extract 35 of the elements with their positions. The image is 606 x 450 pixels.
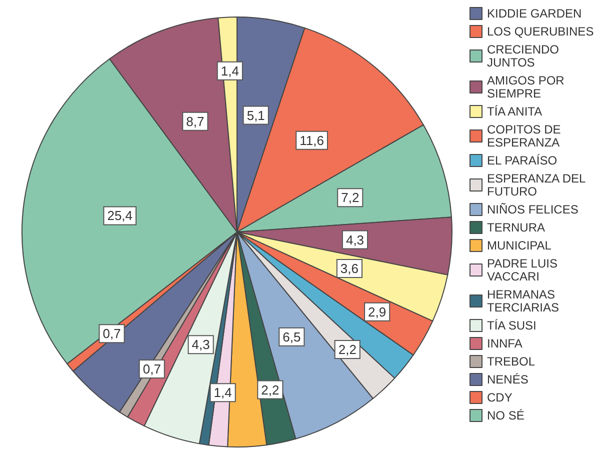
legend-label: NENÉS — [487, 372, 528, 386]
legend-label: HERMANAS TERCIARIAS — [487, 288, 560, 314]
data-label: 2,2 — [261, 382, 280, 398]
data-label: 5,1 — [246, 108, 265, 123]
data-label: 4,3 — [192, 337, 210, 352]
data-label: 2,2 — [338, 342, 356, 358]
legend-label: COPITOS DE ESPERANZA — [487, 122, 564, 150]
legend-label: TÍA ANITA — [487, 104, 542, 118]
data-label: 6,5 — [282, 329, 301, 344]
legend-label: ESPERANZA DEL FUTURO — [487, 172, 589, 198]
legend-label: TERNURA — [487, 220, 546, 234]
legend-label: CRECIENDO JUNTOS — [487, 42, 562, 70]
legend-label: TREBOL — [487, 354, 536, 368]
data-label: 25,4 — [107, 208, 133, 224]
legend-label: EL PARAÍSO — [487, 154, 558, 168]
data-label: 0,7 — [102, 326, 121, 342]
legend-label: AMIGOS POR SIEMPRE — [487, 74, 568, 100]
data-label: 8,7 — [186, 114, 204, 129]
data-label: 11,6 — [300, 132, 324, 148]
legend-label: PADRE LUIS VACCARI — [487, 256, 561, 284]
legend-label: TÍA SUSI — [487, 318, 536, 332]
data-label: 7,2 — [341, 190, 360, 206]
legend-label: KIDDIE GARDEN — [487, 6, 582, 20]
data-label: 1,4 — [220, 63, 239, 78]
legend-label: NIÑOS FELICES — [487, 202, 578, 216]
legend-label: CDY — [487, 390, 512, 404]
legend-label: INNFA — [487, 336, 522, 350]
data-label: 1,4 — [214, 385, 232, 400]
data-label: 2,9 — [368, 304, 386, 320]
data-label: 4,3 — [346, 232, 364, 248]
legend-label: NO SÉ — [487, 408, 524, 422]
data-label: 0,7 — [142, 361, 161, 376]
legend-label: MUNICIPAL — [487, 238, 552, 252]
data-label: 3,6 — [340, 261, 358, 276]
legend-label: LOS QUERUBINES — [487, 24, 594, 38]
